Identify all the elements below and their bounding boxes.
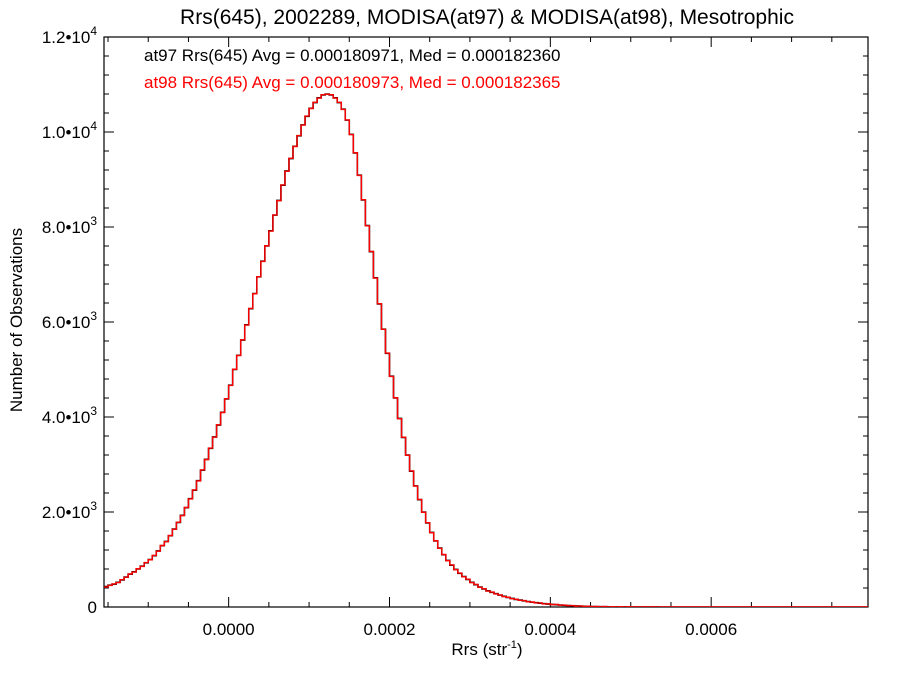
y-tick-label: 0 bbox=[88, 598, 97, 617]
x-tick-label: 0.0002 bbox=[363, 620, 415, 639]
x-tick-label: 0.0004 bbox=[524, 620, 576, 639]
x-axis-label-main: Rrs (str bbox=[451, 640, 507, 659]
series-layer bbox=[104, 93, 868, 607]
y-tick-label: 1.0•104 bbox=[42, 119, 98, 142]
x-axis-label-close: ) bbox=[517, 640, 523, 659]
x-tick-label: 0.0006 bbox=[685, 620, 737, 639]
legend-entry-at98: at98 Rrs(645) Avg = 0.000180973, Med = 0… bbox=[144, 73, 561, 92]
chart-title: Rrs(645), 2002289, MODISA(at97) & MODISA… bbox=[180, 6, 794, 29]
y-tick-label: 4.0•103 bbox=[42, 404, 98, 427]
x-tick-label: 0.0000 bbox=[203, 620, 255, 639]
y-tick-label: 2.0•103 bbox=[42, 499, 98, 522]
legend-entry-at97: at97 Rrs(645) Avg = 0.000180971, Med = 0… bbox=[144, 46, 561, 65]
y-axis-label: Number of Observations bbox=[7, 228, 26, 412]
series-at98-line bbox=[104, 93, 868, 607]
x-axis-label: Rrs (str-1) bbox=[451, 639, 522, 659]
series-at97-line bbox=[104, 93, 868, 607]
y-tick-label: 1.2•104 bbox=[42, 24, 98, 47]
legend: at97 Rrs(645) Avg = 0.000180971, Med = 0… bbox=[144, 46, 561, 92]
x-axis-ticks: 0.0000 0.0002 0.0004 0.0006 bbox=[107, 37, 833, 639]
x-axis-label-exponent: -1 bbox=[507, 639, 517, 651]
y-axis-ticks: 0 2.0•103 4.0•103 6.0•103 8.0•103 1.0•104 1.2•… bbox=[42, 24, 868, 617]
y-tick-label: 8.0•103 bbox=[42, 214, 98, 237]
y-tick-label: 6.0•103 bbox=[42, 309, 98, 332]
plot-frame bbox=[103, 36, 869, 608]
